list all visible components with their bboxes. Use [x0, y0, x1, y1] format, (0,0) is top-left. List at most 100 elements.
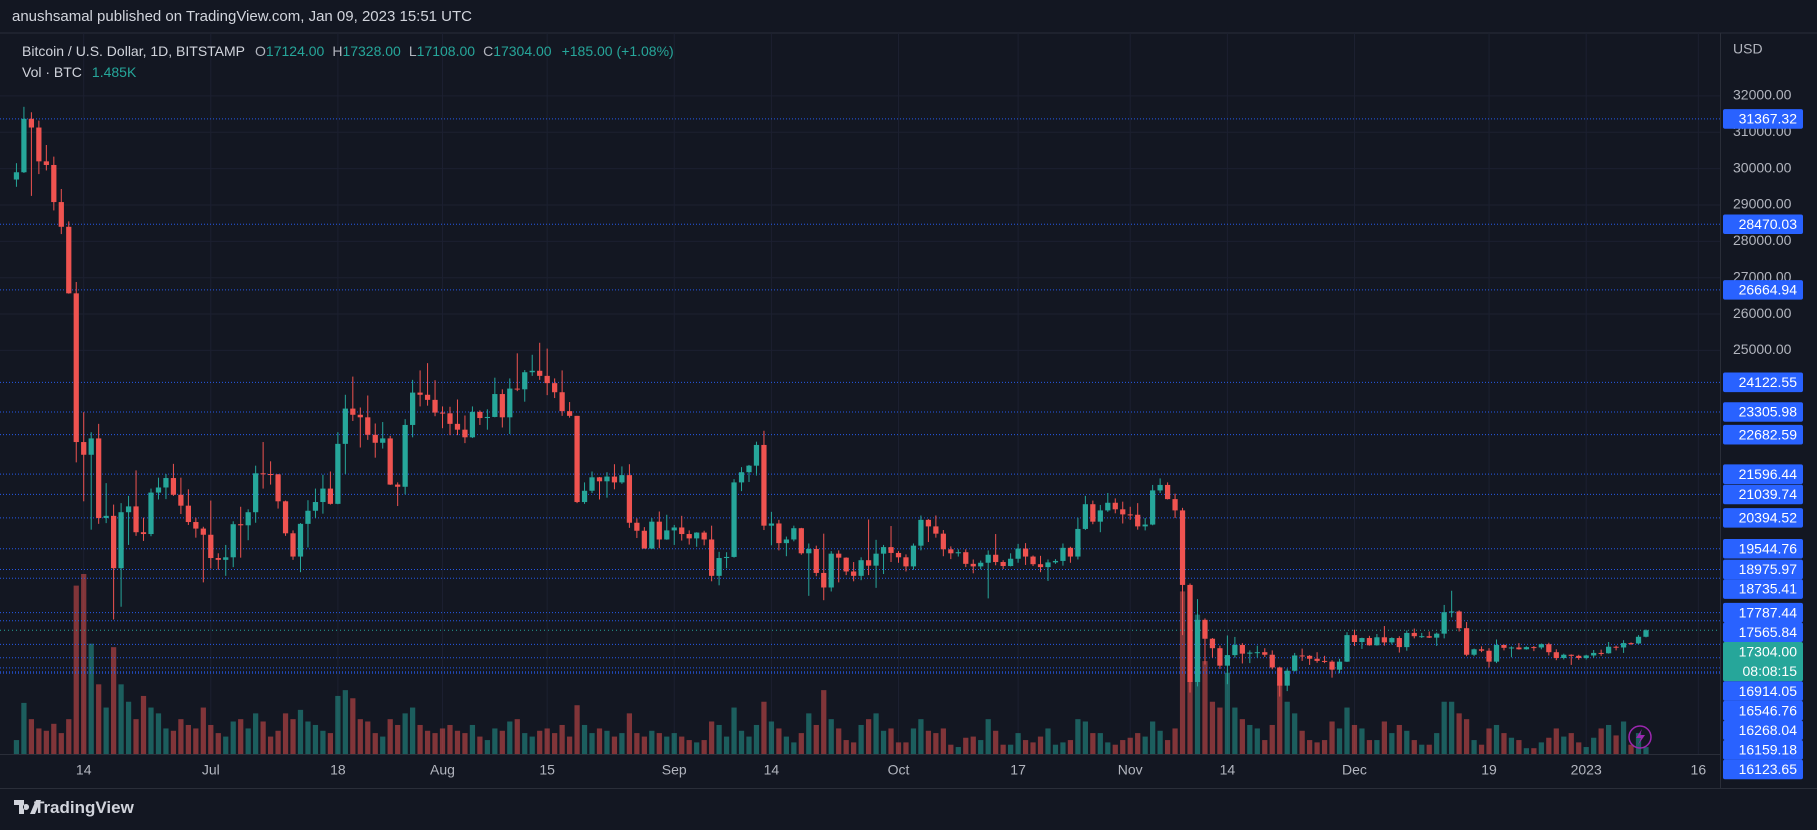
- volume-bar: [1628, 744, 1634, 754]
- volume-bar: [1239, 719, 1245, 754]
- level-label-box: [1723, 464, 1803, 484]
- volume-bar: [933, 733, 939, 754]
- x-tick-label: Sep: [662, 762, 687, 778]
- candle-body: [880, 547, 887, 554]
- volume-bar: [993, 730, 999, 754]
- volume-bar: [1643, 747, 1649, 754]
- volume-bar: [656, 733, 662, 754]
- volume-bar: [552, 733, 558, 754]
- volume-bar: [611, 736, 618, 754]
- x-tick-label: 14: [1220, 762, 1236, 778]
- candle-body: [1157, 484, 1163, 491]
- candle-body: [1067, 547, 1074, 557]
- candle-body: [821, 572, 827, 588]
- volume-bar: [185, 724, 191, 754]
- alert-bolt: [1636, 729, 1645, 745]
- level-label: 21039.74: [1739, 486, 1798, 502]
- volume-bar: [776, 728, 782, 754]
- candle-body: [28, 118, 35, 128]
- candle-body: [1568, 654, 1574, 656]
- candle-body: [1561, 654, 1567, 659]
- volume-bar: [36, 728, 42, 754]
- candle-body: [1381, 637, 1387, 643]
- volume-bar: [903, 742, 909, 754]
- candle-body: [604, 476, 610, 482]
- currency-label: USD: [1733, 41, 1763, 57]
- candle-body: [738, 472, 745, 483]
- volume-bar: [1000, 744, 1006, 754]
- candle-body: [193, 522, 199, 529]
- volume-bar: [1576, 742, 1582, 754]
- publish-info: anushsamal published on TradingView.com,…: [12, 8, 473, 25]
- x-tick-label: 14: [764, 762, 780, 778]
- candle-body: [925, 519, 932, 527]
- candle-body: [170, 478, 177, 495]
- candle-body: [1643, 630, 1649, 637]
- candle-body: [589, 477, 595, 491]
- ohlc-item: O17124.00: [255, 43, 324, 59]
- volume-bar: [1531, 748, 1537, 754]
- level-label-box: [1723, 538, 1803, 559]
- level-label: 21596.44: [1739, 466, 1798, 482]
- candle-body: [245, 512, 251, 526]
- candle-body: [1486, 650, 1492, 662]
- volume-bar: [410, 707, 416, 754]
- volume-bar: [335, 695, 341, 754]
- volume-bar: [1336, 728, 1343, 754]
- volume-bar: [260, 721, 266, 754]
- candle-body: [178, 494, 184, 506]
- candle-body: [1419, 636, 1425, 638]
- volume-bar: [865, 719, 872, 754]
- candle-body: [357, 414, 363, 418]
- volume-bar: [522, 733, 528, 754]
- volume-bar: [709, 721, 715, 754]
- candle-body: [1463, 628, 1470, 655]
- candle-body: [1082, 504, 1088, 529]
- candle-body: [1262, 652, 1268, 655]
- volume-bar: [81, 574, 87, 754]
- volume-bar: [96, 684, 102, 754]
- volume-bar: [1254, 728, 1260, 754]
- volume-bar: [417, 724, 423, 754]
- volume-bar: [28, 719, 35, 754]
- candle-body: [73, 293, 79, 443]
- volume-bar: [768, 721, 775, 754]
- volume-bar: [1045, 728, 1051, 754]
- candle-body: [858, 560, 864, 576]
- level-label: 18735.41: [1739, 581, 1798, 597]
- candle-body: [701, 532, 707, 540]
- candle-body: [1299, 655, 1305, 657]
- ohlc-key: C: [483, 43, 494, 59]
- volume-bar: [66, 719, 72, 754]
- candle-body: [1217, 648, 1223, 666]
- volume-bar: [738, 730, 745, 754]
- volume-bar: [1546, 737, 1552, 754]
- symbol-legend: Bitcoin / U.S. Dollar, 1D, BITSTAMP O171…: [22, 43, 674, 59]
- volume-bar: [395, 724, 401, 754]
- level-label: 28470.03: [1739, 216, 1798, 232]
- candle-body: [1307, 655, 1313, 659]
- volume-bar: [1135, 733, 1141, 754]
- candle-body: [208, 534, 214, 559]
- volume-legend: Vol · BTC 1.485K: [22, 64, 136, 80]
- candle-body: [387, 438, 393, 485]
- candle-body: [1620, 643, 1627, 648]
- volume-bar: [1037, 736, 1044, 754]
- logo-mark: [14, 800, 41, 814]
- volume-bar: [387, 719, 393, 754]
- volume-bar: [574, 705, 580, 754]
- level-label-box: [1723, 508, 1803, 528]
- candle-body: [596, 477, 603, 482]
- level-label-box: [1723, 402, 1803, 422]
- candle-body: [1441, 612, 1447, 634]
- candle-body: [1172, 499, 1178, 511]
- candle-body: [1456, 611, 1462, 629]
- volume-bar: [1105, 742, 1111, 754]
- alert-icon[interactable]: [1628, 725, 1652, 749]
- candle-body: [806, 548, 812, 554]
- candle-body: [933, 526, 939, 534]
- volume-bar: [439, 728, 446, 754]
- candle-body: [1112, 502, 1118, 510]
- candle-body: [1135, 514, 1141, 527]
